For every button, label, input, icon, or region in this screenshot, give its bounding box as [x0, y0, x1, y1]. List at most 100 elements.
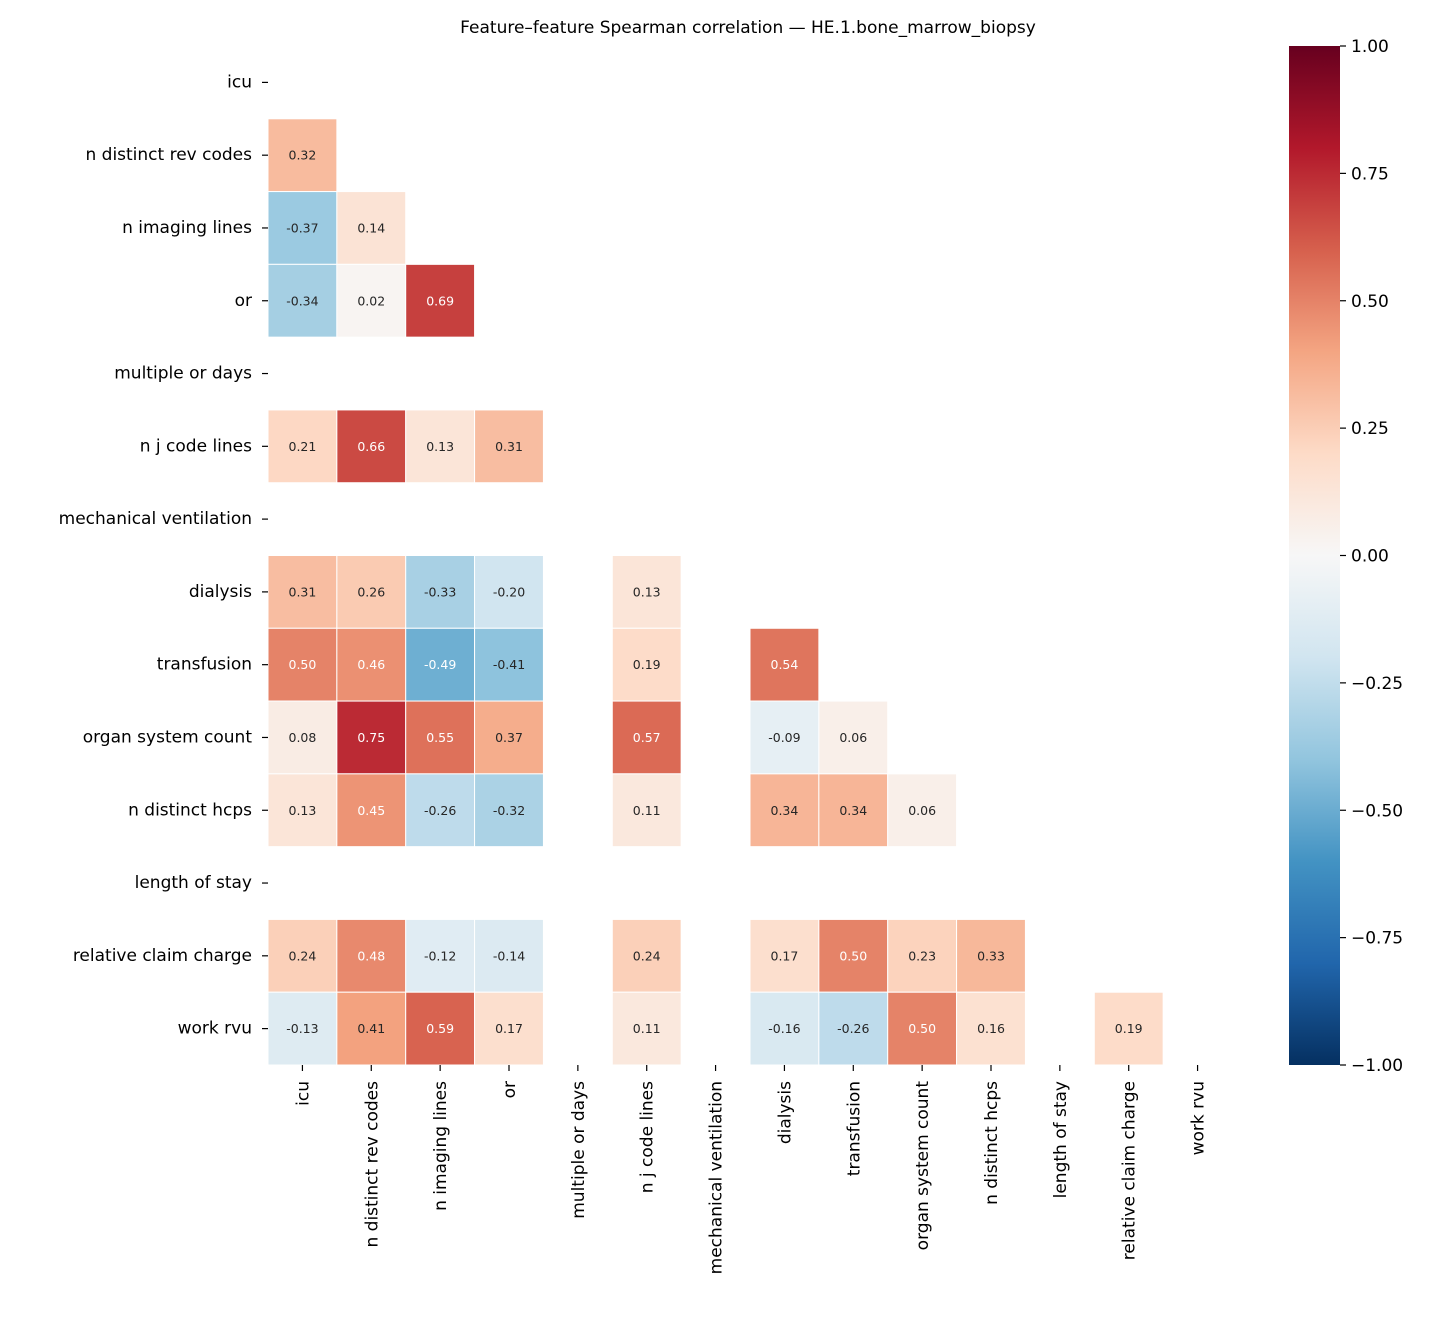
heatmap-cell [1093, 991, 1164, 1066]
cell-value-label: 0.46 [357, 657, 385, 672]
x-tick-label: organ system count [913, 1081, 933, 1251]
cell-value-label: 0.37 [495, 730, 523, 745]
colorbar-tick-label: −0.75 [1351, 929, 1403, 949]
x-tick-labels: icu n distinct rev codes n imaging lines or… [293, 1065, 1209, 1274]
heatmap-cell [474, 555, 544, 629]
y-tick-label: transfusion [157, 655, 252, 675]
cell-value-label: 0.06 [908, 803, 936, 818]
cell-value-label: 0.19 [633, 657, 661, 672]
heatmap-cell [336, 263, 407, 338]
cell-value-label: 0.13 [633, 584, 661, 599]
heatmap-cell [267, 191, 338, 265]
heatmap-cell [887, 773, 958, 848]
cell-value-label: 0.08 [289, 730, 317, 745]
x-tick-label: or [500, 1081, 520, 1098]
y-tick-label: n distinct rev codes [85, 145, 252, 165]
heatmap-cell [611, 700, 682, 775]
cell-value-label: -0.32 [493, 803, 525, 818]
cell-value-label: -0.37 [286, 220, 318, 235]
cell-value-label: 0.11 [633, 803, 661, 818]
heatmap-cell [336, 991, 407, 1066]
heatmap-cell [474, 409, 544, 484]
x-tick-label: length of stay [1051, 1081, 1071, 1198]
heatmap-cell [474, 773, 544, 848]
heatmap-cell [336, 409, 407, 484]
x-tick-label: dialysis [775, 1081, 795, 1144]
heatmap-cell [405, 263, 476, 338]
cell-value-label: 0.26 [357, 584, 385, 599]
heatmap-cell [405, 918, 476, 993]
cell-value-label: 0.24 [289, 948, 317, 963]
cell-value-label: 0.54 [771, 657, 799, 672]
heatmap-cell [267, 263, 338, 338]
y-tick-label: relative claim charge [73, 946, 252, 966]
cell-value-label: 0.50 [289, 657, 317, 672]
cell-value-label: 0.24 [633, 948, 661, 963]
cell-value-label: 0.32 [289, 148, 317, 163]
cell-value-label: -0.26 [837, 1021, 869, 1036]
heatmap-cell [267, 991, 338, 1066]
cell-value-label: 0.57 [633, 730, 661, 745]
cell-value-label: 0.11 [633, 1021, 661, 1036]
heatmap-cell [474, 991, 544, 1066]
y-tick-label: dialysis [189, 582, 252, 602]
heatmap-cell [887, 991, 958, 1066]
heatmap-cell [611, 773, 682, 848]
cell-value-label: 0.19 [1115, 1021, 1143, 1036]
heatmap-cell [611, 991, 682, 1066]
heatmap-cell [267, 773, 338, 848]
cell-value-label: 0.13 [289, 803, 317, 818]
cell-value-label: -0.20 [493, 584, 525, 599]
heatmap-cell [956, 991, 1026, 1066]
cell-value-label: -0.41 [493, 657, 525, 672]
colorbar-ticks: 1.00 0.75 0.50 0.25 0.00 −0.25 −0.50 −0.75 −1.00 [1340, 37, 1403, 1076]
heatmap-cell [336, 555, 407, 629]
x-tick-label: n distinct rev codes [362, 1081, 382, 1248]
heatmap-cell [474, 918, 544, 993]
y-tick-label: mechanical ventilation [59, 509, 252, 529]
heatmap-cell [267, 918, 338, 993]
colorbar [1289, 46, 1340, 1065]
cell-value-label: 0.02 [357, 293, 385, 308]
colorbar-tick-label: −1.00 [1351, 1056, 1403, 1076]
heatmap-cell [749, 700, 820, 775]
heatmap-cells: 0.32 -0.37 0.14 -0.34 0.02 0.69 0.21 0.66 0.13 0.… [267, 118, 1164, 1066]
cell-value-label: 0.34 [771, 803, 799, 818]
cell-value-label: 0.17 [771, 948, 799, 963]
colorbar-tick-label: −0.25 [1351, 674, 1403, 694]
heatmap-cell [336, 918, 407, 993]
y-tick-labels: icu n distinct rev codes n imaging lines or… [59, 72, 268, 1039]
heatmap-cell [611, 555, 682, 629]
cell-value-label: -0.33 [424, 584, 456, 599]
x-tick-label: icu [293, 1081, 313, 1106]
cell-value-label: 0.17 [495, 1021, 523, 1036]
cell-value-label: 0.59 [426, 1021, 454, 1036]
colorbar-tick-label: 0.50 [1351, 292, 1389, 312]
cell-value-label: 0.48 [357, 948, 385, 963]
y-tick-label: n distinct hcps [128, 800, 252, 820]
y-tick-label: organ system count [83, 727, 253, 747]
heatmap-cell [267, 409, 338, 484]
x-tick-label: mechanical ventilation [707, 1081, 727, 1274]
cell-value-label: 0.55 [426, 730, 454, 745]
y-tick-label: n j code lines [140, 436, 252, 456]
colorbar-tick-label: 0.25 [1351, 419, 1389, 439]
cell-value-label: 0.31 [495, 439, 523, 454]
heatmap-cell [818, 773, 889, 848]
cell-value-label: 0.66 [357, 439, 385, 454]
cell-value-label: 0.45 [357, 803, 385, 818]
heatmap-cell [267, 118, 338, 193]
heatmap-cell [267, 700, 338, 775]
heatmap-cell [749, 991, 820, 1066]
cell-value-label: 0.16 [977, 1021, 1005, 1036]
cell-value-label: 0.21 [289, 439, 317, 454]
colorbar-tick-label: 0.75 [1351, 164, 1389, 184]
cell-value-label: -0.14 [493, 948, 525, 963]
x-tick-label: relative claim charge [1120, 1081, 1140, 1260]
cell-value-label: 0.50 [839, 948, 867, 963]
heatmap-cell [474, 700, 544, 775]
cell-value-label: -0.13 [286, 1021, 318, 1036]
x-tick-label: work rvu [1189, 1081, 1209, 1155]
cell-value-label: 0.50 [908, 1021, 936, 1036]
